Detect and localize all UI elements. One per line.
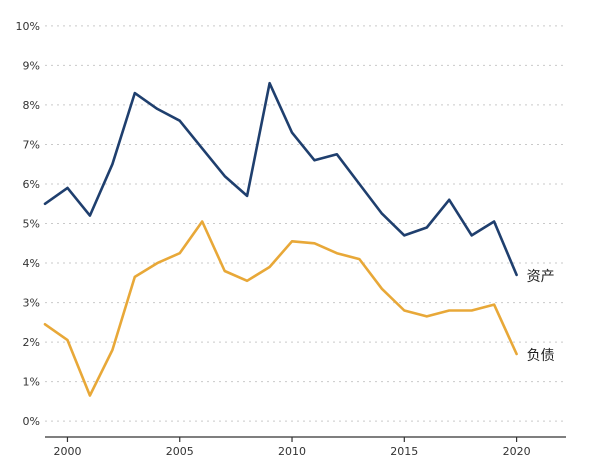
x-tick-label: 2010	[278, 445, 306, 458]
y-tick-label: 5%	[23, 218, 40, 231]
y-tick-label: 0%	[23, 415, 40, 428]
y-tick-label: 9%	[23, 59, 40, 72]
y-tick-label: 3%	[23, 297, 40, 310]
x-tick-label: 2000	[53, 445, 81, 458]
y-tick-label: 6%	[23, 178, 40, 191]
series-line-2	[43, 220, 518, 397]
y-tick-label: 4%	[23, 257, 40, 270]
series-lines	[43, 81, 518, 397]
series-label-2: 负债	[527, 348, 555, 364]
y-tick-label: 1%	[23, 376, 40, 389]
y-tick-label: 7%	[23, 138, 40, 151]
y-tick-label: 2%	[23, 336, 40, 349]
axes: 0% 1% 2% 3% 4% 5% 6% 7% 8% 9% 10% 2000 2005 2010 2015 2…	[16, 20, 566, 458]
x-tick-label: 2020	[503, 445, 531, 458]
y-tick-label: 10%	[16, 20, 40, 33]
series-label-1: 资产	[527, 269, 555, 285]
x-tick-label: 2015	[390, 445, 418, 458]
y-tick-label: 8%	[23, 99, 40, 112]
grid	[45, 25, 566, 422]
series-line-1	[43, 81, 518, 277]
x-tick-label: 2005	[166, 445, 194, 458]
